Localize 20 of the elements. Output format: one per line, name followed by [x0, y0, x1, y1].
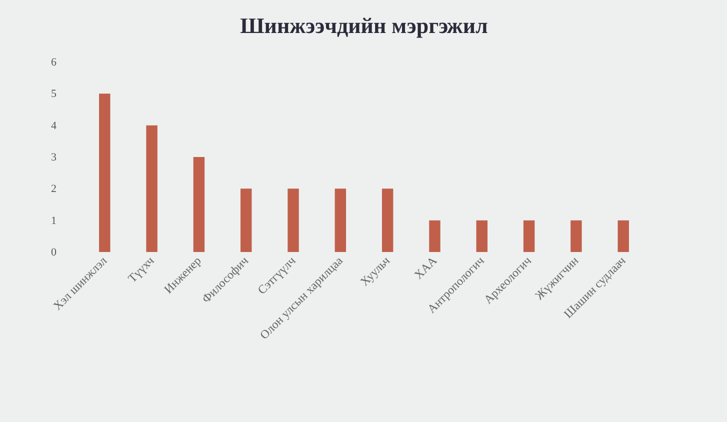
bar: [99, 94, 110, 252]
bar: [523, 220, 535, 252]
y-tick-label: 4: [51, 120, 57, 132]
bar: [146, 125, 158, 252]
y-tick-label: 1: [51, 214, 56, 227]
y-tick-label: 2: [51, 183, 56, 196]
y-tick-label: 0: [51, 246, 57, 258]
bar: [429, 220, 440, 252]
bar: [288, 188, 299, 252]
bar: [382, 188, 394, 252]
y-tick-label: 5: [51, 88, 57, 100]
bar: [240, 188, 252, 252]
bar: [193, 157, 205, 252]
bar: [476, 220, 488, 252]
bar: [570, 220, 582, 252]
chart-title: Шинжээчдийн мэргэжил: [240, 13, 488, 38]
y-tick-label: 3: [51, 152, 57, 164]
y-tick-label: 6: [51, 56, 57, 68]
bar: [334, 188, 346, 252]
bar: [618, 220, 629, 252]
